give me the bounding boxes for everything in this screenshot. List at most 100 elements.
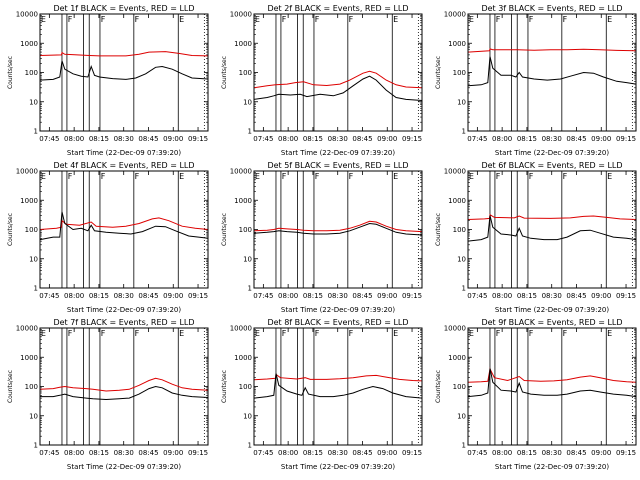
panel-title: Det 6f BLACK = Events, RED = LLD [481,161,622,170]
x-axis-label: Start Time (22-Dec-09 07:39:20) [495,149,609,157]
interval-marker-label: E [393,15,398,24]
panel-title: Det 5f BLACK = Events, RED = LLD [267,161,408,170]
panel-title: Det 3f BLACK = Events, RED = LLD [481,4,622,13]
interval-marker-label: E [607,172,612,181]
x-tick-label: 08:15 [303,449,323,457]
y-tick-label: 1000 [20,40,38,48]
x-tick-label: 08:15 [89,449,109,457]
interval-marker-label: E [255,15,260,24]
panel-3: Det 3f BLACK = Events, RED = LLD Start Ti… [435,4,637,157]
panel-9: Det 9f BLACK = Events, RED = LLD Start Ti… [435,318,637,471]
interval-marker-label: E [41,15,46,24]
lld-rate-line [39,217,209,230]
x-axis-label: Start Time (22-Dec-09 07:39:20) [495,463,609,471]
x-tick-label: 08:15 [517,292,537,300]
interval-marker-label: F [135,329,140,338]
interval-marker-label: F [135,15,140,24]
plot-frame [253,327,423,446]
interval-marker-label: F [563,15,568,24]
x-tick-label: 07:45 [39,135,59,143]
panel-title: Det 7f BLACK = Events, RED = LLD [53,318,194,327]
x-tick-label: 07:45 [39,292,59,300]
x-tick-label: 08:30 [328,135,348,143]
x-tick-label: 08:00 [64,292,84,300]
y-axis-label: Counts/sec [435,56,442,89]
x-tick-label: 08:45 [566,292,586,300]
y-tick-label: 100 [453,69,466,77]
interval-marker-label: F [101,329,106,338]
y-axis-label: Counts/sec [7,370,14,403]
plot-frame [39,327,209,446]
events-rate-line [253,373,423,399]
interval-marker-label: E [41,329,46,338]
lld-rate-line [39,377,209,392]
lld-rate-line [467,367,637,383]
y-tick-label: 10000 [444,168,466,176]
x-tick-label: 08:30 [542,292,562,300]
interval-marker-label: F [563,172,568,181]
y-tick-label: 1 [248,442,252,450]
events-rate-line [253,75,423,101]
x-tick-label: 09:15 [402,449,422,457]
panel-title: Det 8f BLACK = Events, RED = LLD [267,318,408,327]
y-tick-label: 10000 [230,168,252,176]
y-tick-label: 10 [29,98,38,106]
y-tick-label: 10 [243,255,252,263]
x-axis-label: Start Time (22-Dec-09 07:39:20) [67,306,181,314]
interval-marker-label: E [469,15,474,24]
interval-marker-label: F [68,329,73,338]
interval-marker-label: E [469,172,474,181]
y-tick-label: 1 [462,442,466,450]
x-tick-label: 07:45 [39,449,59,457]
x-tick-label: 08:30 [328,449,348,457]
y-tick-label: 10000 [16,11,38,19]
y-tick-label: 10000 [444,11,466,19]
x-tick-label: 07:45 [253,135,273,143]
plot-frame [39,13,209,132]
x-axis-label: Start Time (22-Dec-09 07:39:20) [67,463,181,471]
lld-rate-line [39,51,209,57]
interval-marker-label: F [349,15,354,24]
y-tick-label: 100 [25,69,38,77]
x-tick-label: 09:00 [163,292,183,300]
y-tick-label: 1 [34,128,38,136]
y-tick-label: 100 [239,69,252,77]
x-axis-label: Start Time (22-Dec-09 07:39:20) [281,306,395,314]
interval-marker-label: F [282,172,287,181]
y-tick-label: 10 [457,98,466,106]
interval-marker-label: F [282,329,287,338]
y-tick-label: 1000 [234,40,252,48]
panel-1: Det 1f BLACK = Events, RED = LLD Start Ti… [7,4,209,157]
y-tick-label: 10000 [16,168,38,176]
y-tick-label: 10 [243,98,252,106]
x-tick-label: 08:30 [542,135,562,143]
y-axis-label: Counts/sec [221,213,228,246]
y-tick-label: 1 [462,128,466,136]
y-tick-label: 1000 [20,354,38,362]
interval-marker-label: F [349,172,354,181]
x-tick-label: 08:00 [278,135,298,143]
y-tick-label: 1 [248,128,252,136]
interval-marker-label: E [255,172,260,181]
x-tick-label: 08:45 [352,135,372,143]
interval-marker-label: F [349,329,354,338]
panel-5: Det 5f BLACK = Events, RED = LLD Start Ti… [221,161,423,314]
interval-marker-label: E [255,329,260,338]
y-tick-label: 100 [25,226,38,234]
interval-marker-label: E [607,15,612,24]
x-tick-label: 08:45 [138,449,158,457]
x-tick-label: 08:30 [542,449,562,457]
lld-rate-line [467,48,637,53]
interval-marker-label: E [179,172,184,181]
events-rate-line [467,215,637,242]
y-tick-label: 10 [29,412,38,420]
x-axis-label: Start Time (22-Dec-09 07:39:20) [67,149,181,157]
y-tick-label: 10 [29,255,38,263]
interval-marker-label: E [179,329,184,338]
interval-marker-label: F [68,15,73,24]
events-rate-line [39,211,209,241]
y-tick-label: 1 [462,285,466,293]
panel-4: Det 4f BLACK = Events, RED = LLD Start Ti… [7,161,209,314]
y-axis-label: Counts/sec [7,56,14,89]
x-tick-label: 09:00 [591,135,611,143]
